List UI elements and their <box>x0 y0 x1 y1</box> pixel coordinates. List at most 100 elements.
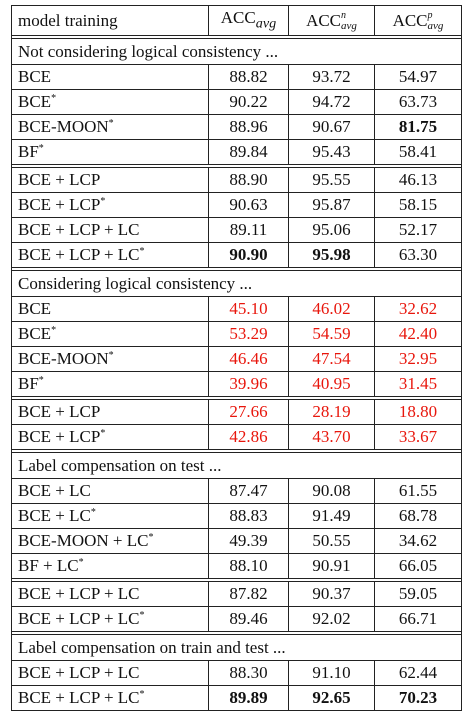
model-name-cell: BCE-MOON* <box>12 115 209 140</box>
star-marker: * <box>140 689 145 700</box>
star-marker: * <box>51 93 56 104</box>
model-name-cell: BCE-MOON* <box>12 347 209 372</box>
model-name: BCE <box>18 67 51 86</box>
acc-n-avg-cell: 91.10 <box>289 661 375 686</box>
model-name: BF <box>18 374 39 393</box>
model-name: BCE + LCP + LC <box>18 220 140 239</box>
acc-n-avg-cell: 40.95 <box>289 372 375 397</box>
acc-n-avg-cell: 46.02 <box>289 297 375 322</box>
table-row: BCE + LCP* 90.63 95.87 58.15 <box>12 193 462 218</box>
acc-n-avg-cell: 50.55 <box>289 529 375 554</box>
table-row: BCE + LCP 88.90 95.55 46.13 <box>12 168 462 193</box>
header-acc-avg: ACCavg <box>209 6 289 36</box>
model-name-cell: BCE* <box>12 322 209 347</box>
table-row: BCE 88.82 93.72 54.97 <box>12 65 462 90</box>
acc-p-avg-cell: 32.95 <box>375 347 462 372</box>
acc-avg-cell: 45.10 <box>209 297 289 322</box>
acc-avg-cell: 88.30 <box>209 661 289 686</box>
model-name: BCE + LCP + LC <box>18 245 140 264</box>
star-marker: * <box>148 532 153 543</box>
model-name-cell: BCE + LCP <box>12 168 209 193</box>
acc-avg-cell: 49.39 <box>209 529 289 554</box>
acc-avg-cell: 90.63 <box>209 193 289 218</box>
acc-p-avg-cell: 34.62 <box>375 529 462 554</box>
acc-avg-cell: 88.83 <box>209 504 289 529</box>
model-name-cell: BF* <box>12 140 209 165</box>
acc-avg-cell: 88.10 <box>209 554 289 579</box>
acc-avg-cell: 89.11 <box>209 218 289 243</box>
model-name: BCE + LCP + LC <box>18 688 140 707</box>
model-name: BCE + LCP <box>18 170 100 189</box>
acc-p-avg-cell: 63.73 <box>375 90 462 115</box>
table-row: BCE + LC* 88.83 91.49 68.78 <box>12 504 462 529</box>
star-marker: * <box>100 428 105 439</box>
table-row: BCE* 90.22 94.72 63.73 <box>12 90 462 115</box>
section-title: Label compensation on test ... <box>12 453 462 479</box>
acc-n-avg-cell: 92.02 <box>289 607 375 632</box>
table-row: BF* 89.84 95.43 58.41 <box>12 140 462 165</box>
acc-n-avg-cell: 94.72 <box>289 90 375 115</box>
model-name: BCE-MOON + LC <box>18 531 148 550</box>
model-name-cell: BCE-MOON + LC* <box>12 529 209 554</box>
table-row: BCE + LCP + LC 88.30 91.10 62.44 <box>12 661 462 686</box>
acc-avg-cell: 90.22 <box>209 90 289 115</box>
acc-avg-cell: 42.86 <box>209 425 289 450</box>
acc-p-avg-cell: 70.23 <box>375 686 462 711</box>
section-header-row: Not considering logical consistency ... <box>12 39 462 65</box>
section-title: Label compensation on train and test ... <box>12 635 462 661</box>
results-table: model training ACCavg ACC n avg ACC p avg No… <box>11 5 462 711</box>
model-name-cell: BCE <box>12 65 209 90</box>
acc-avg-cell: 27.66 <box>209 400 289 425</box>
acc-p-avg-cell: 18.80 <box>375 400 462 425</box>
acc-n-avg-cell: 47.54 <box>289 347 375 372</box>
acc-p-avg-cell: 52.17 <box>375 218 462 243</box>
model-name: BCE-MOON <box>18 349 109 368</box>
table-row: BF* 39.96 40.95 31.45 <box>12 372 462 397</box>
table-row: BCE + LCP* 42.86 43.70 33.67 <box>12 425 462 450</box>
acc-p-avg-cell: 68.78 <box>375 504 462 529</box>
table-row: BCE + LCP + LC 87.82 90.37 59.05 <box>12 582 462 607</box>
table-row: BCE + LCP + LC* 89.46 92.02 66.71 <box>12 607 462 632</box>
acc-n-avg-cell: 92.65 <box>289 686 375 711</box>
model-name: BCE + LCP + LC <box>18 663 140 682</box>
model-name-cell: BCE + LCP + LC <box>12 661 209 686</box>
section-header-row: Label compensation on train and test ... <box>12 635 462 661</box>
acc-avg-cell: 39.96 <box>209 372 289 397</box>
acc-p-avg-cell: 63.30 <box>375 243 462 268</box>
acc-avg-cell: 89.89 <box>209 686 289 711</box>
table-row: BCE + LCP + LC 89.11 95.06 52.17 <box>12 218 462 243</box>
acc-avg-cell: 88.82 <box>209 65 289 90</box>
model-name: BCE + LCP + LC <box>18 609 140 628</box>
acc-n-avg-cell: 95.06 <box>289 218 375 243</box>
model-name-cell: BCE <box>12 297 209 322</box>
model-name: BCE <box>18 324 51 343</box>
model-name: BF + LC <box>18 556 79 575</box>
model-name-cell: BCE + LCP + LC <box>12 582 209 607</box>
table-row: BCE + LC 87.47 90.08 61.55 <box>12 479 462 504</box>
table-row: BCE + LCP + LC* 89.89 92.65 70.23 <box>12 686 462 711</box>
header-model-training: model training <box>12 6 209 36</box>
acc-p-avg-cell: 81.75 <box>375 115 462 140</box>
table-row: BF + LC* 88.10 90.91 66.05 <box>12 554 462 579</box>
model-name: BCE + LC <box>18 481 91 500</box>
acc-p-avg-cell: 54.97 <box>375 65 462 90</box>
section-title: Considering logical consistency ... <box>12 271 462 297</box>
star-marker: * <box>79 557 84 568</box>
acc-avg-cell: 90.90 <box>209 243 289 268</box>
star-marker: * <box>109 118 114 129</box>
acc-n-avg-cell: 95.55 <box>289 168 375 193</box>
header-acc-n-avg: ACC n avg <box>289 6 375 36</box>
acc-avg-cell: 87.47 <box>209 479 289 504</box>
section-title: Not considering logical consistency ... <box>12 39 462 65</box>
star-marker: * <box>39 375 44 386</box>
model-name-cell: BCE + LCP* <box>12 425 209 450</box>
header-row: model training ACCavg ACC n avg ACC p avg <box>12 6 462 36</box>
acc-n-avg-cell: 54.59 <box>289 322 375 347</box>
acc-n-avg-cell: 95.43 <box>289 140 375 165</box>
model-name-cell: BCE + LCP + LC* <box>12 243 209 268</box>
acc-p-avg-cell: 59.05 <box>375 582 462 607</box>
acc-avg-cell: 89.46 <box>209 607 289 632</box>
acc-p-avg-cell: 46.13 <box>375 168 462 193</box>
table-row: BCE-MOON* 88.96 90.67 81.75 <box>12 115 462 140</box>
table-row: BCE 45.10 46.02 32.62 <box>12 297 462 322</box>
